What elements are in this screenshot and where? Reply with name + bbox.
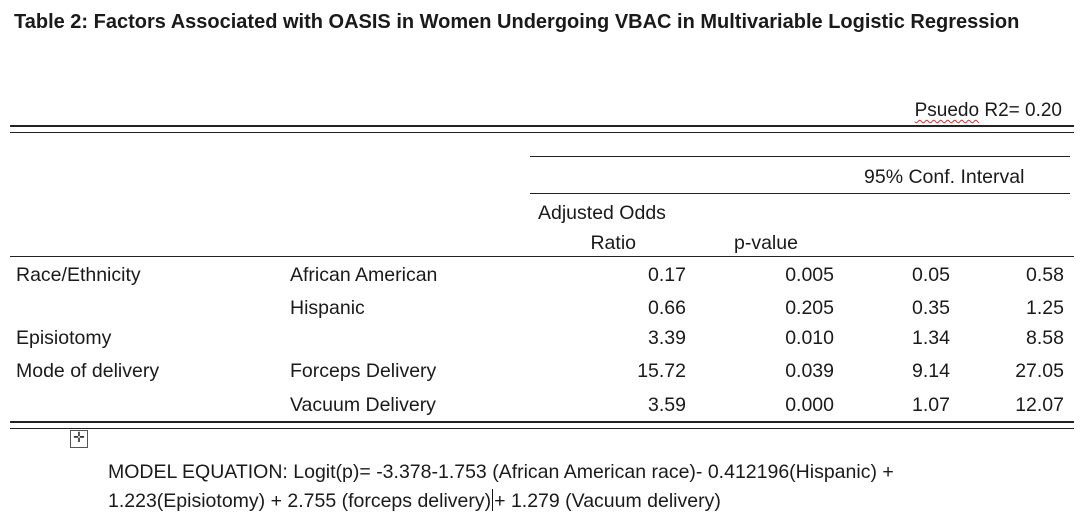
cell-subcategory: African American (290, 264, 438, 286)
cell-ci-low: 1.07 (912, 394, 950, 416)
ci-group-rule (530, 156, 1070, 157)
cell-aor: 15.72 (637, 360, 686, 382)
cell-ci-low: 9.14 (912, 360, 950, 382)
cell-aor: 0.66 (648, 297, 686, 319)
cell-aor: 3.39 (648, 327, 686, 349)
cell-ci-low: 0.05 (912, 264, 950, 286)
cell-subcategory: Vacuum Delivery (290, 394, 436, 416)
cell-ci-high: 8.58 (1026, 327, 1064, 349)
cell-aor: 3.59 (648, 394, 686, 416)
cell-ci-low: 0.35 (912, 297, 950, 319)
equation-line-1: MODEL EQUATION: Logit(p)= -3.378-1.753 (… (108, 461, 894, 483)
cell-ci-high: 0.58 (1026, 264, 1064, 286)
header-aor-2: Ratio (590, 232, 636, 254)
cell-ci-high: 1.25 (1026, 297, 1064, 319)
bottom-double-rule (10, 421, 1074, 429)
cell-category: Race/Ethnicity (16, 264, 141, 286)
text-cursor (492, 489, 494, 511)
model-equation: MODEL EQUATION: Logit(p)= -3.378-1.753 (… (108, 458, 1068, 516)
cell-ci-high: 12.07 (1015, 394, 1064, 416)
pseudo-word: Psuedo (914, 100, 980, 121)
cell-pvalue: 0.000 (785, 394, 834, 416)
cell-aor: 0.17 (648, 264, 686, 286)
equation-line-2: 1.223(Episiotomy) + 2.755 (forceps deliv… (108, 487, 1068, 516)
cell-pvalue: 0.205 (785, 297, 834, 319)
cell-subcategory: Hispanic (290, 297, 365, 319)
pseudo-r2: Psuedo R2= 0.20 (915, 100, 1062, 122)
table-title: Table 2: Factors Associated with OASIS i… (14, 11, 1020, 33)
equation-line-2b: + 1.279 (Vacuum delivery) (494, 490, 721, 512)
header-pvalue: p-value (734, 232, 798, 254)
cell-pvalue: 0.039 (785, 360, 834, 382)
top-double-rule (10, 125, 1074, 133)
cell-pvalue: 0.005 (785, 264, 834, 286)
cell-pvalue: 0.010 (785, 327, 834, 349)
move-anchor-icon[interactable]: ✛ (70, 430, 88, 448)
cell-category: Episiotomy (16, 327, 112, 349)
cell-ci-high: 27.05 (1015, 360, 1064, 382)
cell-ci-low: 1.34 (912, 327, 950, 349)
ci-sub-rule (530, 193, 1070, 194)
cell-category: Mode of delivery (16, 360, 160, 382)
pseudo-value: R2= 0.20 (979, 100, 1062, 121)
equation-line-2a: 1.223(Episiotomy) + 2.755 (forceps deliv… (108, 490, 492, 512)
cell-subcategory: Forceps Delivery (290, 360, 437, 382)
header-aor-1: Adjusted Odds (538, 202, 666, 224)
header-bottom-rule (10, 256, 1074, 257)
header-conf-interval: 95% Conf. Interval (864, 166, 1025, 188)
